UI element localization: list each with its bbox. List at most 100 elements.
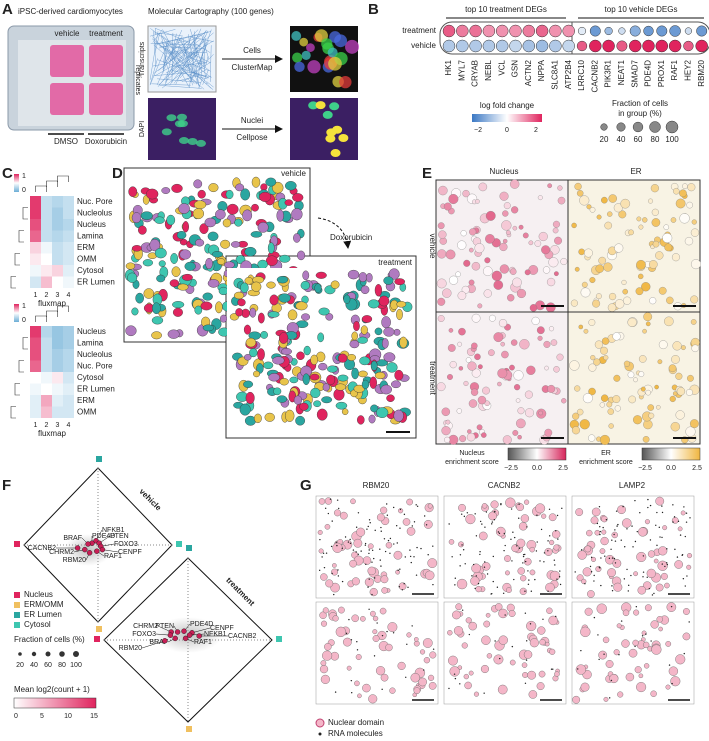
- cell: [484, 257, 491, 264]
- nuclear-domain: [582, 567, 592, 577]
- rna: [599, 526, 601, 528]
- heat-cell: [52, 230, 63, 242]
- rna: [608, 697, 611, 699]
- rna: [459, 554, 462, 556]
- rna: [524, 590, 526, 592]
- nuclear-domain: [495, 603, 503, 611]
- heat-cell: [41, 406, 52, 418]
- colorbar: [13, 697, 97, 709]
- heat-cell: [41, 253, 52, 265]
- heat-cell: [30, 196, 41, 208]
- nuclear-domain: [318, 548, 324, 554]
- transcript: [189, 28, 203, 65]
- nuclear-domain: [379, 607, 387, 615]
- panel-label: C: [2, 165, 13, 182]
- nuclear-domain: [458, 503, 466, 512]
- plate-col: treatment: [89, 29, 124, 38]
- nuclear-domain: [398, 582, 407, 591]
- cell: [686, 201, 693, 209]
- legend-title: in group (%): [618, 109, 662, 118]
- rna: [330, 545, 333, 548]
- gene-label: CRYAB: [471, 60, 480, 87]
- rna: [653, 592, 655, 595]
- transcript: [159, 85, 202, 89]
- dot: [616, 40, 628, 52]
- rna: [598, 505, 601, 508]
- rna: [536, 541, 538, 543]
- cell: [279, 254, 291, 263]
- rna: [651, 594, 654, 596]
- x-label: fluxmap: [38, 429, 67, 438]
- transcript: [184, 51, 192, 55]
- cell: [234, 218, 243, 227]
- rna: [365, 563, 367, 565]
- cell: [471, 368, 481, 378]
- cell: [603, 262, 613, 272]
- nuclear-domain: [495, 526, 506, 537]
- cell: [182, 273, 193, 281]
- rna: [502, 592, 505, 594]
- nuclear-domain: [590, 556, 597, 562]
- cell: [257, 312, 265, 324]
- rna: [350, 639, 353, 641]
- rna: [527, 583, 530, 585]
- nuclear-domain: [380, 506, 388, 514]
- nuclear-domain: [605, 554, 615, 565]
- cell: [205, 257, 213, 270]
- rna: [336, 499, 339, 501]
- nuclear-domain: [398, 508, 404, 514]
- cell: [651, 218, 661, 227]
- gene-label: FOXO3: [114, 541, 138, 548]
- rna: [642, 576, 644, 578]
- gene-label: CHRM2: [49, 549, 74, 556]
- rna: [557, 538, 559, 540]
- cell: [278, 293, 291, 303]
- nuclear-domain: [449, 666, 460, 677]
- cell: [131, 212, 142, 224]
- rna: [355, 551, 357, 553]
- cell: [493, 332, 504, 343]
- dot: [562, 39, 575, 53]
- cell: [218, 286, 229, 296]
- rna: [461, 609, 464, 611]
- colorbar-tick: −2.5: [638, 465, 652, 472]
- cell: [471, 313, 481, 323]
- cell: [524, 269, 531, 276]
- rna: [373, 557, 375, 560]
- cell: [463, 380, 469, 386]
- cell: [358, 370, 368, 378]
- cell: [448, 194, 459, 204]
- cell: [357, 336, 368, 344]
- colorbar-tick: 0: [505, 127, 509, 134]
- gene-label: NFKB1: [102, 527, 125, 534]
- rna: [379, 559, 381, 561]
- transcript: [198, 30, 206, 48]
- heat-cell: [52, 395, 63, 407]
- transcript: [161, 35, 211, 72]
- legend-text: ER Lumen: [24, 610, 62, 619]
- cell: [687, 183, 696, 192]
- transcript: [196, 39, 206, 85]
- cell: [477, 364, 483, 370]
- rna: [661, 563, 663, 565]
- nuclear-domain: [657, 560, 668, 571]
- cell: [673, 391, 678, 396]
- cell: [443, 202, 452, 211]
- nuclear-domain: [646, 568, 656, 579]
- well: [89, 45, 123, 77]
- gene-label: VCL: [497, 59, 506, 75]
- nuclear-domain: [356, 527, 366, 537]
- panel-label: G: [300, 477, 312, 494]
- cell: [437, 222, 445, 230]
- size-tick: 100: [70, 662, 82, 669]
- gene-label: PTEN: [155, 623, 174, 630]
- dot: [684, 27, 692, 35]
- dot: [695, 39, 708, 53]
- cell: [622, 288, 628, 295]
- cell: [512, 429, 519, 436]
- rna: [516, 545, 518, 547]
- rna: [462, 549, 465, 551]
- rna: [556, 514, 559, 517]
- transcript: [175, 28, 202, 85]
